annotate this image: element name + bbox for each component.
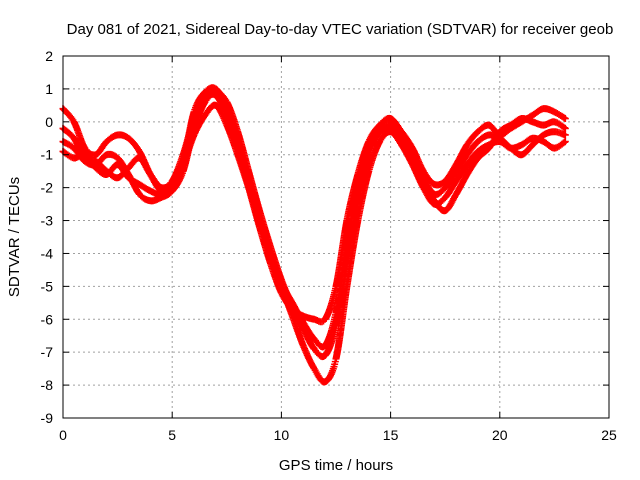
y-tick-label: -7 — [41, 344, 54, 360]
y-tick-label: -6 — [41, 311, 54, 327]
y-tick-label: -1 — [41, 147, 54, 163]
plot-frame — [62, 55, 610, 419]
series-track-4 — [59, 90, 569, 351]
x-tick-label: 5 — [168, 427, 176, 443]
data-point-marker — [561, 131, 569, 139]
y-tick-label: -8 — [41, 377, 54, 393]
x-axis-label: GPS time / hours — [279, 457, 393, 474]
x-tick-label: 25 — [601, 427, 617, 443]
data-point-marker — [561, 115, 569, 123]
x-tick-label: 0 — [59, 427, 67, 443]
y-tick-label: -2 — [41, 180, 54, 196]
y-tick-label: -9 — [41, 410, 54, 426]
series-layer — [59, 84, 569, 386]
y-tick-label: -5 — [41, 278, 54, 294]
x-tick-label: 10 — [274, 427, 290, 443]
chart-title: Day 081 of 2021, Sidereal Day-to-day VTE… — [67, 21, 614, 38]
y-tick-label: 1 — [45, 81, 53, 97]
y-tick-label: -4 — [41, 245, 54, 261]
y-axis-label: SDTVAR / TECUs — [6, 177, 23, 297]
x-tick-label: 20 — [492, 427, 508, 443]
data-point-marker — [561, 124, 569, 132]
data-point-marker — [561, 138, 569, 146]
x-tick-label: 15 — [383, 427, 399, 443]
axis-ticks: 0 5 10 15 20 25 -9 -8 -7 -6 -5 -4 -3 -2 -1 0 1 2 — [41, 48, 617, 443]
y-tick-label: 2 — [45, 48, 53, 64]
y-tick-label: -3 — [41, 213, 54, 229]
y-tick-label: 0 — [45, 114, 53, 130]
